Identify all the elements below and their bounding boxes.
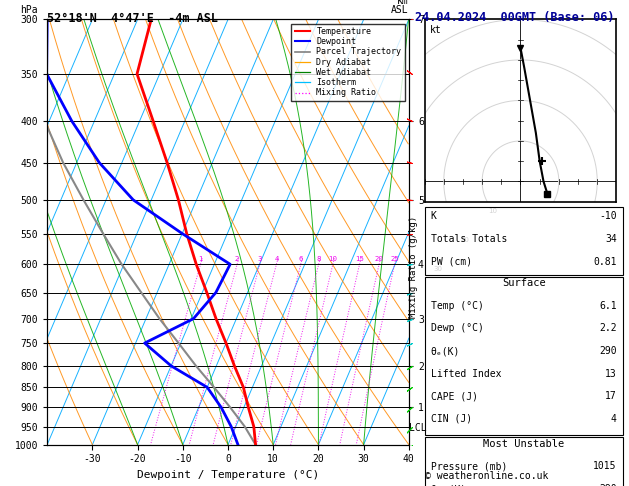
- Text: Lifted Index: Lifted Index: [430, 369, 501, 379]
- Text: 52°18'N  4°47'E  -4m ASL: 52°18'N 4°47'E -4m ASL: [47, 12, 218, 25]
- Text: 34: 34: [605, 234, 617, 244]
- Text: PW (cm): PW (cm): [430, 257, 472, 267]
- Text: Surface: Surface: [502, 278, 545, 288]
- Text: 30: 30: [433, 266, 442, 272]
- Bar: [425, 437, 623, 486]
- Text: 15: 15: [355, 256, 364, 262]
- Text: θₑ(K): θₑ(K): [430, 346, 460, 356]
- Text: 24.04.2024  00GMT (Base: 06): 24.04.2024 00GMT (Base: 06): [415, 11, 615, 24]
- Text: km
ASL: km ASL: [391, 0, 409, 15]
- Text: -10: -10: [599, 211, 617, 221]
- Text: Temp (°C): Temp (°C): [430, 301, 484, 311]
- Text: 2.2: 2.2: [599, 323, 617, 333]
- Text: 13: 13: [605, 369, 617, 379]
- Text: 6.1: 6.1: [599, 301, 617, 311]
- Text: θₑ (K): θₑ (K): [430, 484, 465, 486]
- Text: 1015: 1015: [593, 461, 617, 471]
- Text: hPa: hPa: [20, 5, 38, 15]
- Text: © weatheronline.co.uk: © weatheronline.co.uk: [425, 471, 548, 481]
- Text: 3: 3: [257, 256, 262, 262]
- Text: 290: 290: [599, 484, 617, 486]
- Text: CIN (J): CIN (J): [430, 414, 472, 424]
- Text: LCL: LCL: [409, 423, 426, 434]
- Bar: [425, 207, 623, 275]
- Text: 20: 20: [375, 256, 384, 262]
- Text: Mixing Ratio (g/kg): Mixing Ratio (g/kg): [409, 216, 418, 318]
- Text: kt: kt: [430, 25, 442, 35]
- Text: CAPE (J): CAPE (J): [430, 391, 477, 401]
- Text: 2: 2: [235, 256, 239, 262]
- Text: 10: 10: [328, 256, 337, 262]
- Text: Totals Totals: Totals Totals: [430, 234, 507, 244]
- Text: 20: 20: [461, 237, 470, 243]
- Legend: Temperature, Dewpoint, Parcel Trajectory, Dry Adiabat, Wet Adiabat, Isotherm, Mi: Temperature, Dewpoint, Parcel Trajectory…: [291, 24, 404, 101]
- Text: 4: 4: [274, 256, 279, 262]
- Text: 17: 17: [605, 391, 617, 401]
- X-axis label: Dewpoint / Temperature (°C): Dewpoint / Temperature (°C): [137, 470, 319, 480]
- Text: 10: 10: [488, 208, 498, 214]
- Text: Most Unstable: Most Unstable: [483, 439, 564, 449]
- Text: Pressure (mb): Pressure (mb): [430, 461, 507, 471]
- Text: 1: 1: [198, 256, 203, 262]
- Text: 8: 8: [316, 256, 321, 262]
- Text: Dewp (°C): Dewp (°C): [430, 323, 484, 333]
- Text: 6: 6: [299, 256, 303, 262]
- Text: 25: 25: [390, 256, 399, 262]
- Text: 0.81: 0.81: [593, 257, 617, 267]
- Text: K: K: [430, 211, 437, 221]
- Bar: [425, 277, 623, 435]
- Text: 290: 290: [599, 346, 617, 356]
- Text: 4: 4: [611, 414, 617, 424]
